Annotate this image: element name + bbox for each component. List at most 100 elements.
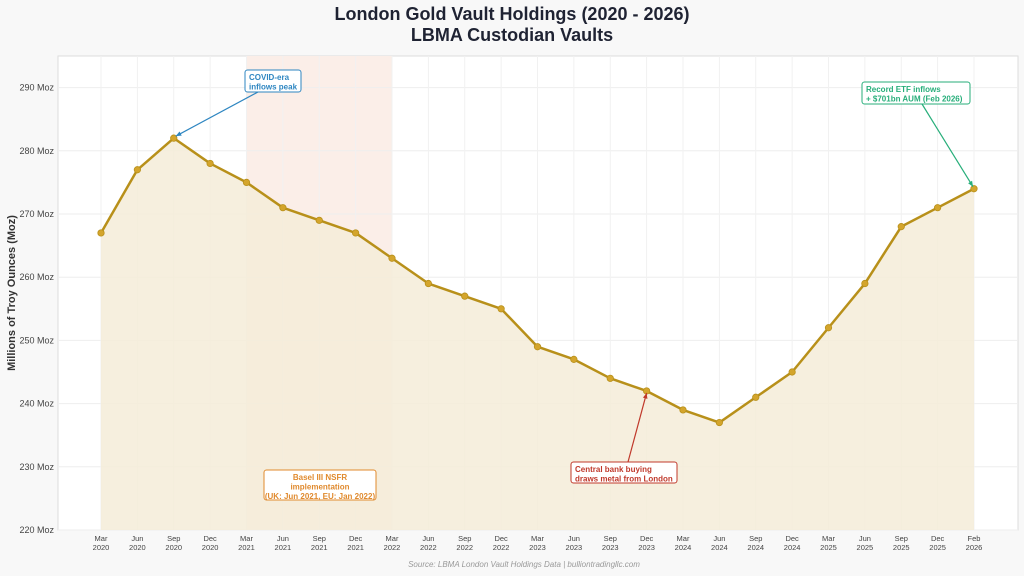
x-tick-label-year: 2024: [747, 543, 764, 552]
basel-annotation-text: Basel III NSFR: [293, 473, 347, 482]
x-tick-label-year: 2023: [638, 543, 655, 552]
central-bank-annotation-arrow: [627, 392, 648, 463]
data-point[interactable]: [461, 292, 469, 300]
x-tick-label-year: 2025: [929, 543, 946, 552]
data-point[interactable]: [679, 406, 687, 414]
etf-annotation-box: [861, 81, 971, 105]
x-tick-label-month: Mar: [531, 534, 544, 543]
x-tick-label-year: 2024: [675, 543, 692, 552]
x-tick-label-month: Mar: [386, 534, 399, 543]
x-tick-label-year: 2024: [711, 543, 728, 552]
x-tick-label-month: Sep: [458, 534, 471, 543]
x-tick-label-month: Mar: [822, 534, 835, 543]
y-tick-label: 290 Moz: [19, 83, 54, 93]
basel-annotation-text: (UK: Jun 2021, EU: Jan 2022): [265, 492, 376, 501]
x-tick-label-year: 2024: [784, 543, 801, 552]
central-bank-annotation-text: Central bank buying: [575, 465, 652, 474]
covid-annotation-box: [244, 69, 302, 93]
x-tick-label-year: 2025: [893, 543, 910, 552]
data-point[interactable]: [170, 134, 178, 142]
data-point[interactable]: [424, 279, 432, 288]
x-tick-label-month: Mar: [677, 534, 690, 543]
x-tick-label-month: Sep: [749, 534, 762, 543]
data-point[interactable]: [352, 229, 360, 237]
data-point[interactable]: [533, 343, 542, 351]
x-tick-label-year: 2021: [311, 543, 328, 552]
covid-annotation-text: COVID-era: [249, 73, 290, 82]
basel-annotation-box: [263, 469, 377, 501]
x-tick-label-month: Dec: [203, 534, 217, 543]
x-tick-label-month: Mar: [95, 534, 108, 543]
etf-annotation-arrow: [921, 103, 974, 188]
x-tick-label-month: Jun: [568, 534, 580, 543]
y-axis-label: Millions of Troy Ounces (Moz): [6, 215, 18, 371]
x-tick-label-month: Dec: [349, 534, 363, 543]
data-point[interactable]: [206, 159, 214, 168]
x-tick-label-year: 2021: [238, 543, 255, 552]
data-point[interactable]: [752, 393, 760, 401]
covid-annotation-arrow: [175, 91, 259, 137]
x-tick-label-month: Sep: [604, 534, 617, 543]
data-point[interactable]: [606, 374, 614, 382]
data-point[interactable]: [970, 185, 978, 193]
central-bank-annotation-text: draws metal from London: [575, 475, 673, 484]
data-point[interactable]: [570, 355, 578, 363]
x-tick-label-year: 2025: [820, 543, 837, 552]
covid-annotation-text: inflows peak: [249, 83, 298, 92]
y-tick-label: 270 Moz: [19, 209, 54, 219]
x-tick-label-month: Jun: [713, 534, 725, 543]
basel-annotation-text: implementation: [290, 483, 349, 492]
etf-annotation-text: + $701bn AUM (Feb 2026): [866, 95, 963, 104]
x-tick-label-year: 2022: [493, 543, 510, 552]
central-bank-annotation-box: [570, 461, 678, 484]
x-tick-label-month: Jun: [422, 534, 434, 543]
data-point[interactable]: [861, 279, 869, 288]
x-tick-label-year: 2022: [456, 543, 473, 552]
data-point[interactable]: [715, 418, 723, 427]
data-point[interactable]: [97, 229, 105, 237]
x-tick-label-month: Jun: [859, 534, 871, 543]
x-tick-label-year: 2020: [93, 543, 110, 552]
etf-annotation-text: Record ETF inflows: [866, 85, 941, 94]
x-tick-label-month: Jun: [277, 534, 289, 543]
x-tick-label-month: Dec: [640, 534, 654, 543]
data-point[interactable]: [788, 368, 796, 376]
data-point[interactable]: [934, 204, 942, 212]
central-bank-annotation-arrowhead-icon: [642, 392, 648, 399]
x-tick-label-month: Dec: [494, 534, 508, 543]
data-point[interactable]: [897, 223, 905, 231]
area-fill: [101, 138, 974, 530]
x-tick-label-year: 2023: [602, 543, 619, 552]
data-point[interactable]: [242, 178, 251, 186]
x-tick-label-month: Dec: [931, 534, 945, 543]
source-note: Source: LBMA London Vault Holdings Data …: [408, 560, 640, 569]
data-point[interactable]: [388, 254, 396, 262]
x-tick-label-year: 2022: [420, 543, 437, 552]
data-point[interactable]: [279, 204, 287, 212]
data-point[interactable]: [497, 305, 505, 313]
covid-annotation-arrowhead-icon: [175, 131, 182, 137]
x-tick-label-month: Feb: [968, 534, 981, 543]
x-tick-label-year: 2023: [529, 543, 546, 552]
x-tick-label-year: 2026: [966, 543, 983, 552]
chart-title-line1: London Gold Vault Holdings (2020 - 2026): [334, 4, 690, 24]
x-tick-label-year: 2021: [275, 543, 292, 552]
x-tick-label-year: 2023: [566, 543, 583, 552]
data-point[interactable]: [315, 216, 323, 224]
x-tick-label-year: 2020: [129, 543, 146, 552]
x-tick-label-year: 2020: [165, 543, 182, 552]
x-tick-label-month: Dec: [785, 534, 799, 543]
x-tick-label-month: Mar: [240, 534, 253, 543]
x-tick-label-month: Jun: [131, 534, 143, 543]
y-tick-label: 250 Moz: [19, 335, 54, 345]
data-point[interactable]: [824, 324, 833, 332]
y-tick-label: 230 Moz: [19, 462, 54, 472]
y-tick-label: 280 Moz: [19, 146, 54, 156]
x-tick-label-year: 2020: [202, 543, 219, 552]
x-tick-label-month: Sep: [895, 534, 908, 543]
data-point[interactable]: [133, 166, 141, 174]
etf-annotation-arrowhead-icon: [968, 180, 973, 187]
chart-title-line2: LBMA Custodian Vaults: [410, 25, 614, 45]
chart-title: London Gold Vault Holdings (2020 - 2026)…: [0, 4, 1024, 46]
